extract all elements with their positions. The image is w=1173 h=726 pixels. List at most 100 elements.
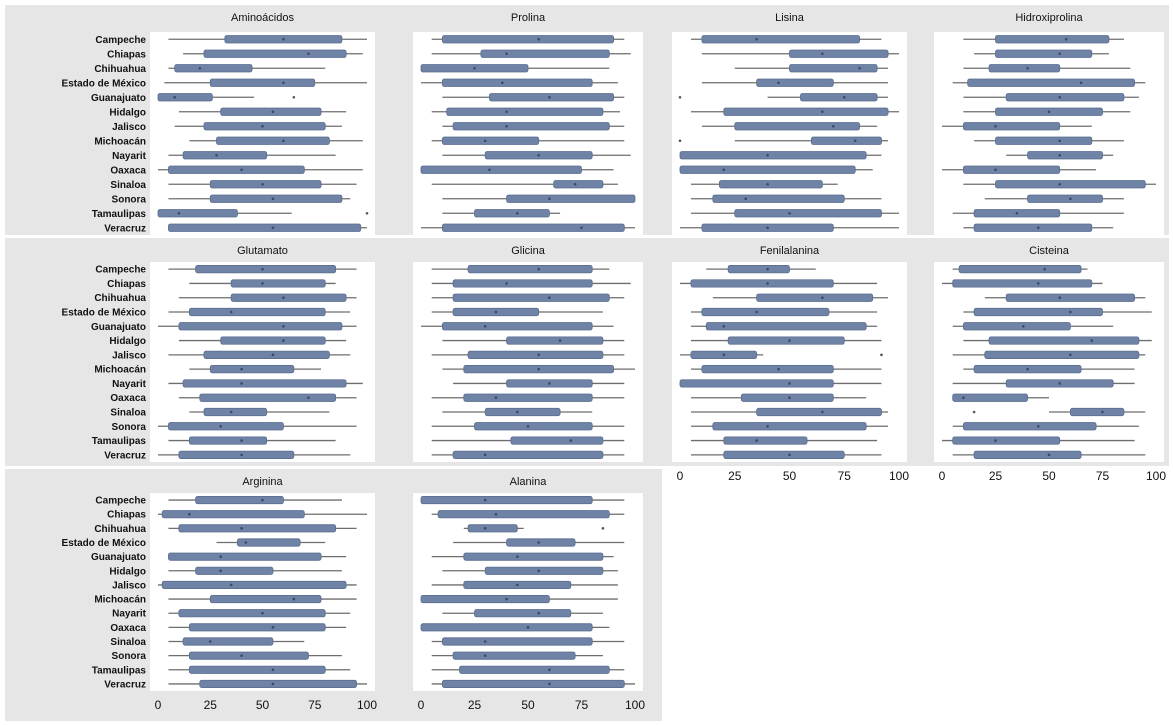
panel-title: Lisina (775, 12, 805, 24)
median-marker (755, 439, 758, 442)
category-label: Veracruz (104, 450, 146, 461)
median-marker (240, 168, 243, 172)
median-marker (573, 182, 577, 186)
box (188, 436, 268, 445)
median-marker (282, 139, 285, 143)
box (690, 279, 834, 288)
box (442, 637, 593, 646)
panel-title: Prolina (511, 12, 546, 24)
box (209, 594, 322, 604)
box-row: Sinaloa (110, 637, 305, 648)
box-row: Estado de México (62, 538, 326, 549)
box-row: Sinaloa (110, 180, 357, 191)
median-marker (537, 153, 540, 157)
box (452, 279, 593, 288)
box-row (431, 180, 618, 189)
box (230, 279, 326, 288)
box (712, 194, 845, 203)
outlier-point (880, 353, 883, 357)
box-row: Chiapas (107, 279, 336, 290)
box-row (690, 194, 882, 203)
box (452, 293, 610, 302)
panel-title: Cisteina (1029, 245, 1070, 257)
box-row (431, 393, 625, 402)
category-label: Guanajuato (91, 322, 146, 333)
box (463, 552, 604, 561)
box (209, 180, 322, 189)
median-marker (261, 267, 264, 271)
box-row (431, 552, 614, 561)
box (474, 609, 572, 618)
box-row (952, 422, 1139, 431)
box (973, 450, 1082, 459)
median-marker (1037, 226, 1040, 230)
median-marker (198, 66, 202, 70)
box (701, 365, 834, 374)
box (510, 436, 604, 445)
median-marker (548, 382, 551, 385)
median-marker (858, 66, 861, 70)
median-marker (788, 453, 791, 457)
x-tick-label: 25 (468, 698, 482, 712)
box (195, 265, 337, 274)
box (467, 350, 604, 359)
box (967, 78, 1135, 87)
median-marker (755, 310, 758, 314)
median-marker (271, 682, 275, 686)
box-row: Tamaulipas (92, 209, 369, 220)
median-marker (516, 555, 519, 558)
median-marker (488, 168, 491, 172)
box (958, 265, 1082, 274)
category-label: Sonora (112, 194, 147, 205)
median-marker (505, 124, 508, 128)
box-row (420, 495, 625, 505)
box-row (942, 122, 1092, 131)
category-label: Veracruz (104, 223, 146, 234)
box (157, 93, 213, 102)
outlier-point (678, 139, 682, 143)
median-marker (483, 139, 487, 143)
box-row (974, 136, 1124, 145)
box (984, 350, 1140, 359)
category-label: Estado de México (62, 78, 146, 89)
median-marker (994, 439, 997, 442)
box-row (431, 450, 625, 459)
box-row: Oaxaca (110, 393, 357, 404)
box-row: Guanajuato (91, 552, 347, 563)
box-row: Campeche (95, 265, 357, 276)
box-row (420, 64, 610, 73)
box (480, 49, 610, 58)
box-row: Jalisco (112, 580, 357, 591)
category-label: Estado de México (62, 308, 146, 319)
box (789, 64, 878, 73)
category-label: Sinaloa (110, 408, 146, 419)
median-marker (505, 52, 508, 56)
box (157, 209, 238, 218)
category-label: Campeche (95, 265, 146, 276)
x-tick-label: 75 (308, 698, 322, 712)
box (1027, 194, 1103, 203)
panel-title: Hidroxiprolina (1015, 12, 1083, 24)
median-marker (722, 353, 726, 357)
category-label: Nayarit (112, 609, 147, 620)
box (506, 194, 636, 203)
box (174, 64, 253, 73)
median-marker (240, 382, 243, 385)
box (973, 223, 1093, 232)
box (963, 322, 1071, 331)
box (168, 422, 284, 431)
box (467, 265, 593, 274)
box-row (420, 594, 618, 604)
category-label: Estado de México (62, 538, 146, 549)
box (1027, 151, 1103, 160)
median-marker (219, 569, 222, 573)
box-row: Veracruz (104, 679, 367, 690)
box-row (942, 436, 1135, 445)
box (178, 524, 337, 533)
box-row (421, 223, 635, 232)
plot-area (934, 32, 1164, 235)
category-label: Jalisco (112, 580, 146, 591)
median-marker (744, 197, 747, 201)
box-row (963, 365, 1135, 374)
median-marker (1058, 153, 1061, 157)
